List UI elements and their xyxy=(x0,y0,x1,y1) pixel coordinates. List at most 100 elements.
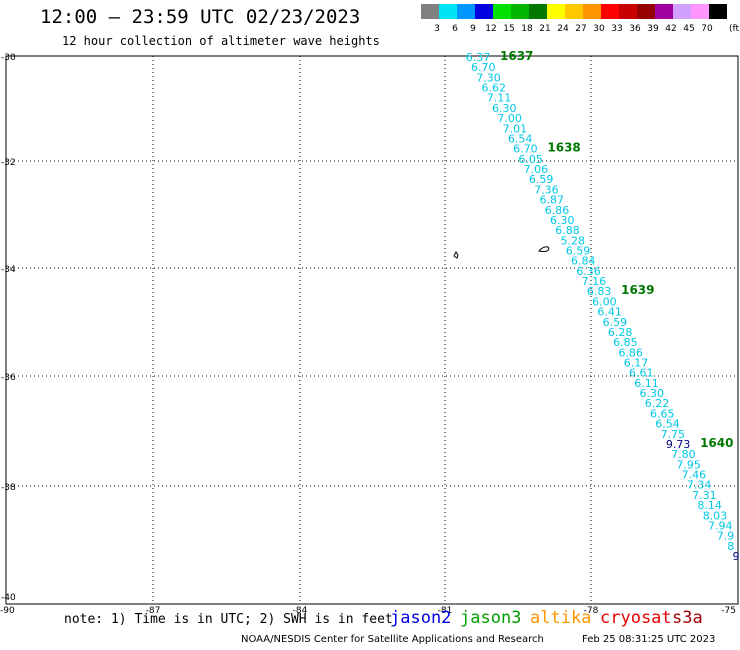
swh-value-label: 6.84 xyxy=(571,255,596,268)
chart-subtitle: 12 hour collection of altimeter wave hei… xyxy=(62,34,380,48)
swh-value-label: 8 xyxy=(727,540,734,553)
legend-swatch xyxy=(709,4,727,19)
swh-value-label: 6.41 xyxy=(597,306,622,319)
swh-value-label: 6.62 xyxy=(482,82,507,95)
swh-value-label: 6.87 xyxy=(539,194,564,207)
longitude-tick-label: -87 xyxy=(146,606,161,616)
swh-value-label: 6.00 xyxy=(592,295,617,308)
swh-value-label: 9.73 xyxy=(666,438,691,451)
legend-swatch xyxy=(475,4,493,19)
swh-value-label: 6.54 xyxy=(655,418,680,431)
legend-tick-label: 24 xyxy=(557,24,569,34)
legend-swatch xyxy=(421,4,439,19)
swh-value-label: 6.54 xyxy=(508,132,533,145)
swh-value-label: 6.86 xyxy=(618,346,643,359)
swh-value-label: 6.30 xyxy=(550,214,575,227)
time-stamp-label: 1640 xyxy=(700,436,733,450)
swh-value-label: 6.70 xyxy=(513,143,538,156)
legend-tick-label: 15 xyxy=(503,24,515,34)
legend-tick-label: 6 xyxy=(452,24,458,34)
footer-note: note: 1) Time is in UTC; 2) SWH is in fe… xyxy=(64,612,393,627)
footer-credit: NOAA/NESDIS Center for Satellite Applica… xyxy=(241,634,544,645)
legend-tick-label: 70 xyxy=(701,24,713,34)
swh-value-label: 7.31 xyxy=(692,489,717,502)
latitude-tick-label: -38 xyxy=(1,483,16,493)
legend-tick-label: 42 xyxy=(665,24,677,34)
latitude-tick-label: -30 xyxy=(1,53,16,63)
longitude-tick-label: -84 xyxy=(293,606,308,616)
legend-swatch xyxy=(439,4,457,19)
legend-tick-label: 36 xyxy=(629,24,641,34)
legend-swatch xyxy=(637,4,655,19)
swh-value-label: 6.36 xyxy=(576,265,601,278)
swh-value-label: 7.9 xyxy=(717,530,735,543)
swh-value-label: 6.59 xyxy=(566,244,591,257)
swh-value-label: 7.11 xyxy=(487,92,512,105)
swh-value-label: 7.46 xyxy=(682,469,707,482)
island-outline xyxy=(538,246,550,252)
swh-value-label: 6.85 xyxy=(613,336,638,349)
legend-swatch xyxy=(673,4,691,19)
swh-value-label: 6.28 xyxy=(608,326,633,339)
legend-tick-label: 30 xyxy=(593,24,605,34)
longitude-tick-label: -78 xyxy=(584,606,599,616)
swh-value-label: 6.37 xyxy=(466,51,491,64)
satellite-cryosat-label: cryosat xyxy=(600,608,672,628)
swh-value-label: 8.14 xyxy=(697,499,722,512)
swh-value-label: 6.05 xyxy=(518,153,543,166)
swh-value-label: 5.28 xyxy=(561,234,586,247)
island-outline xyxy=(453,251,459,259)
swh-value-label: 6.86 xyxy=(545,204,570,217)
swh-value-label: 6.59 xyxy=(603,316,628,329)
legend-tick-label: 27 xyxy=(575,24,587,34)
swh-value-label: 6.22 xyxy=(645,397,670,410)
swh-value-label: 7.95 xyxy=(676,458,701,471)
legend-tick-label: 39 xyxy=(647,24,659,34)
legend-tick-label: 12 xyxy=(485,24,497,34)
legend-swatch xyxy=(457,4,475,19)
swh-value-label: 7.16 xyxy=(582,275,607,288)
time-stamp-label: 1639 xyxy=(621,283,654,297)
latitude-tick-label: -40 xyxy=(1,593,16,603)
legend-swatch xyxy=(529,4,547,19)
swh-value-label: 6.88 xyxy=(555,224,580,237)
swh-value-label: 6.17 xyxy=(624,357,649,370)
chart-title: 12:00 — 23:59 UTC 02/23/2023 xyxy=(40,6,361,28)
swh-value-label: 6.70 xyxy=(471,61,496,74)
swh-value-label: 6.59 xyxy=(529,173,554,186)
legend-swatch xyxy=(655,4,673,19)
legend-tick-label: 33 xyxy=(611,24,623,34)
time-stamp-label: 1637 xyxy=(500,49,533,63)
legend-tick-label: 21 xyxy=(539,24,551,34)
swh-value-label: 6.61 xyxy=(629,367,654,380)
legend-swatch xyxy=(511,4,529,19)
legend-tick-label: 9 xyxy=(470,24,476,34)
latitude-tick-label: -34 xyxy=(1,265,16,275)
legend-swatch xyxy=(691,4,709,19)
legend-unit-label: (ft) xyxy=(729,24,740,34)
swh-value-label: 7.06 xyxy=(524,163,549,176)
time-stamp-label: 1638 xyxy=(547,141,580,155)
legend-swatch xyxy=(547,4,565,19)
swh-value-label: 7.34 xyxy=(687,479,712,492)
legend-tick-label: 3 xyxy=(434,24,440,34)
swh-value-label: 7.30 xyxy=(476,71,501,84)
satellite-jason3-label: jason3 xyxy=(460,608,522,628)
legend-swatch xyxy=(601,4,619,19)
legend-swatch xyxy=(565,4,583,19)
satellite-s3a-label: s3a xyxy=(672,608,703,628)
legend-swatch xyxy=(493,4,511,19)
legend-tick-label: 18 xyxy=(521,24,533,34)
swh-value-label: 7.36 xyxy=(534,183,559,196)
longitude-tick-label: -90 xyxy=(0,606,15,616)
swh-value-label: 6.30 xyxy=(640,387,665,400)
legend-swatch xyxy=(619,4,637,19)
footer-timestamp: Feb 25 08:31:25 UTC 2023 xyxy=(582,634,716,645)
satellite-jason2-label: jason2 xyxy=(390,608,452,628)
swh-value-label: 8.03 xyxy=(703,509,728,522)
swh-value-label: 7.75 xyxy=(661,428,686,441)
swh-value-label: 7.94 xyxy=(708,519,733,532)
swh-value-label: 6.11 xyxy=(634,377,659,390)
swh-value-label: 7.01 xyxy=(503,122,528,135)
